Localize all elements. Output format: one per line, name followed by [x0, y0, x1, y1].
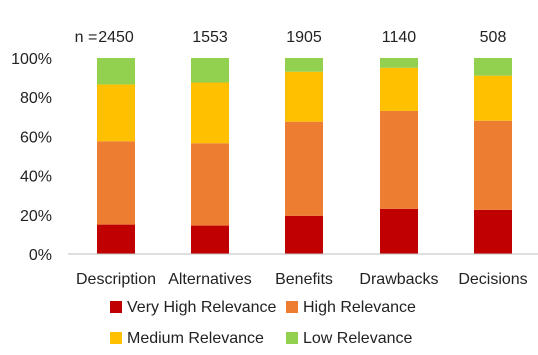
bar-segment: [380, 110, 418, 209]
y-tick-label: 0%: [29, 247, 52, 264]
y-tick-label: 40%: [20, 169, 52, 186]
bar-segment: [285, 215, 323, 254]
legend-swatch: [110, 332, 122, 344]
bar-segment: [191, 58, 229, 83]
y-axis: 0% 20% 40% 60% 80% 100%: [11, 51, 52, 264]
bar-segment: [285, 58, 323, 72]
n-value: 2450: [98, 29, 134, 46]
bar-segment: [380, 208, 418, 254]
bar-segment: [191, 143, 229, 226]
n-label: n =: [75, 29, 98, 46]
bars-group: [97, 58, 512, 254]
bar-segment: [380, 67, 418, 111]
n-value: 1905: [286, 29, 322, 46]
bar-segment: [97, 224, 135, 254]
legend-label: Low Relevance: [303, 330, 413, 347]
n-value: 508: [480, 29, 507, 46]
bar-segment: [191, 225, 229, 254]
x-tick-label: Alternatives: [168, 271, 252, 288]
bar-segment: [474, 209, 512, 254]
y-tick-label: 60%: [20, 129, 52, 146]
bar-segment: [97, 84, 135, 142]
bar-segment: [285, 71, 323, 122]
y-tick-label: 100%: [11, 51, 52, 68]
x-tick-label: Drawbacks: [359, 271, 438, 288]
bar-segment: [474, 75, 512, 121]
x-tick-label: Decisions: [458, 271, 527, 288]
sample-size-row: n = 2450 1553 1905 1140 508: [75, 29, 507, 46]
x-axis: Description Alternatives Benefits Drawbacks…: [76, 271, 528, 288]
bar-segment: [474, 58, 512, 76]
legend-label: Medium Relevance: [127, 330, 264, 347]
y-tick-label: 80%: [20, 90, 52, 107]
bar-segment: [285, 121, 323, 216]
n-value: 1140: [382, 29, 417, 46]
bar-segment: [474, 120, 512, 210]
bar-segment: [97, 58, 135, 85]
legend: Very High Relevance High Relevance Medium …: [110, 299, 416, 347]
n-value: 1553: [192, 29, 228, 46]
bar-segment: [97, 141, 135, 225]
x-tick-label: Description: [76, 271, 156, 288]
legend-swatch: [286, 332, 298, 344]
legend-swatch: [110, 301, 122, 313]
legend-label: Very High Relevance: [127, 299, 277, 316]
bar-segment: [380, 58, 418, 68]
bar-segment: [191, 82, 229, 144]
y-tick-label: 20%: [20, 208, 52, 225]
legend-swatch: [286, 301, 298, 313]
x-tick-label: Benefits: [275, 271, 333, 288]
legend-label: High Relevance: [303, 299, 416, 316]
